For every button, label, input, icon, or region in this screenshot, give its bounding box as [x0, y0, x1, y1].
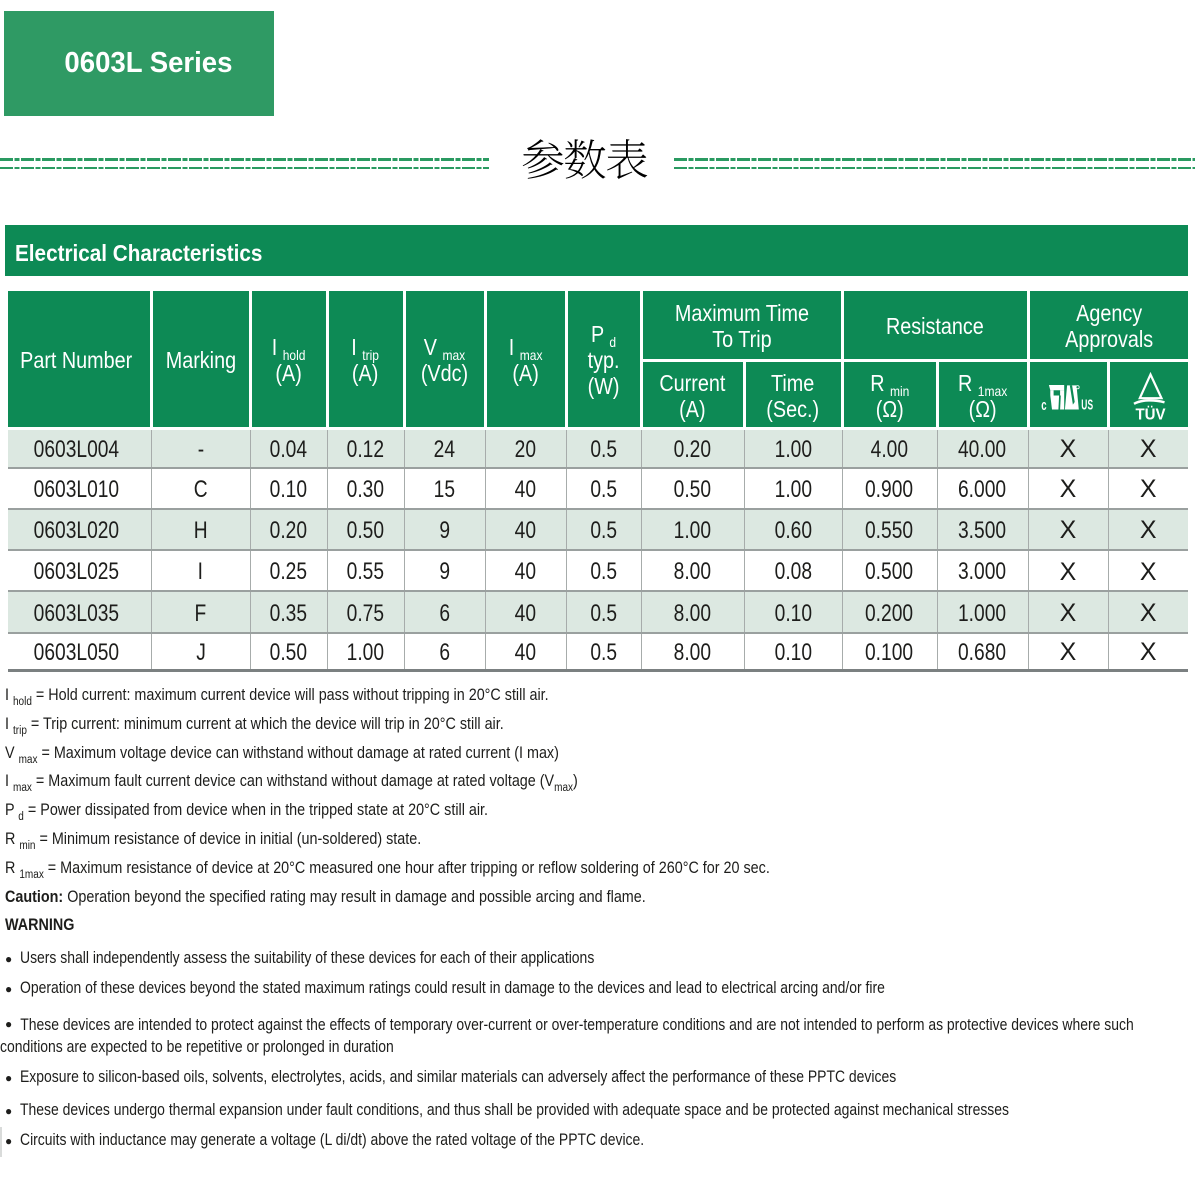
svg-text:c: c — [1041, 396, 1046, 410]
svg-text:TÜV: TÜV — [1135, 406, 1166, 422]
svg-text:US: US — [1081, 395, 1093, 410]
